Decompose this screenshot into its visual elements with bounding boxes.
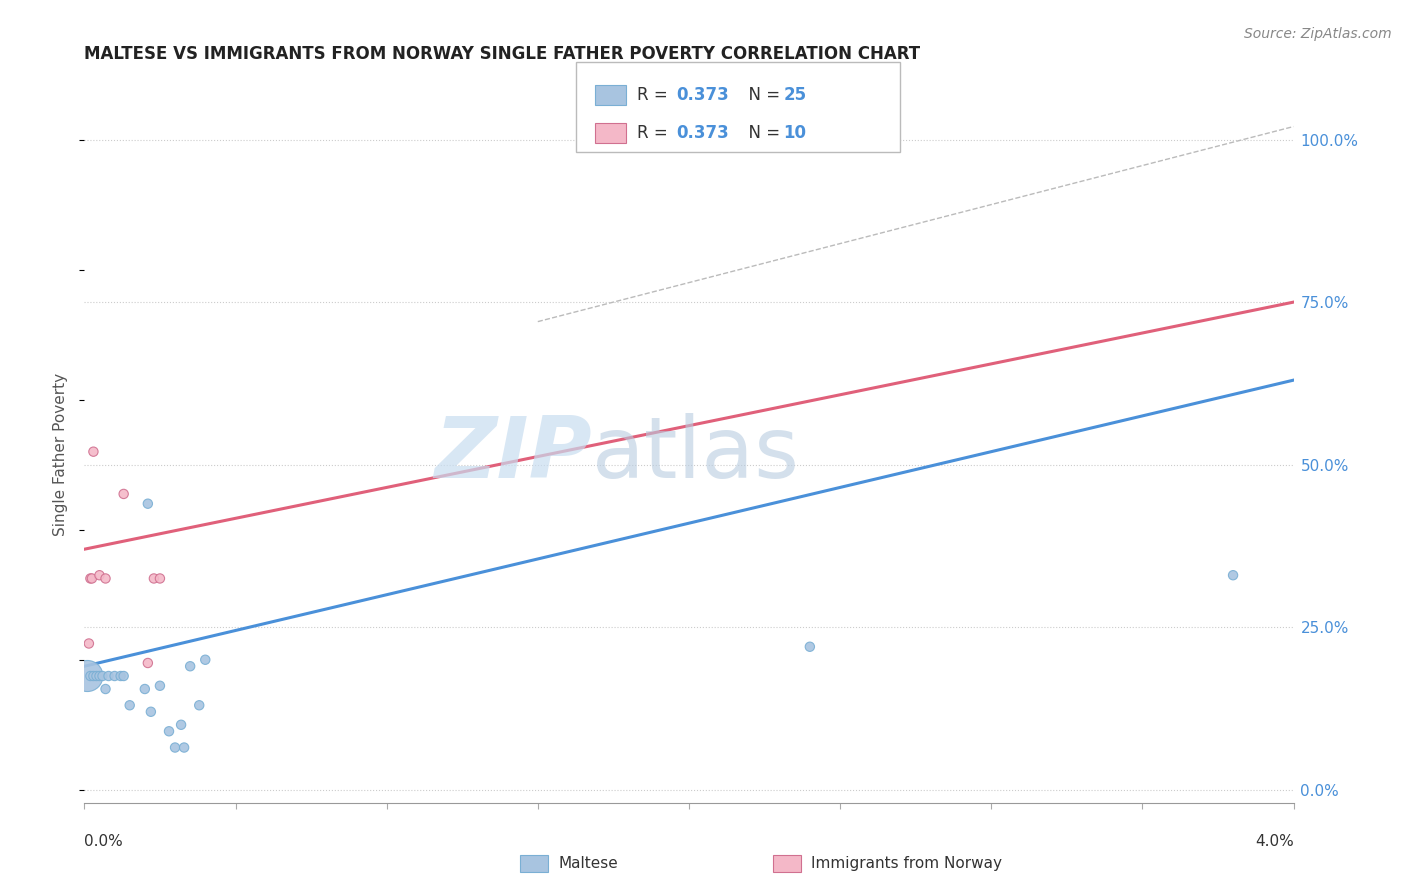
Text: Immigrants from Norway: Immigrants from Norway: [811, 856, 1002, 871]
Text: N =: N =: [738, 124, 786, 142]
Text: 10: 10: [783, 124, 806, 142]
Point: [134, 681, 156, 696]
Y-axis label: Single Father Poverty: Single Father Poverty: [53, 374, 69, 536]
Text: R =: R =: [637, 86, 673, 104]
Point: [89, 669, 111, 683]
Text: MALTESE VS IMMIGRANTS FROM NORWAY SINGLE FATHER POVERTY CORRELATION CHART: MALTESE VS IMMIGRANTS FROM NORWAY SINGLE…: [84, 45, 921, 62]
Text: 4.0%: 4.0%: [1254, 834, 1294, 849]
Point: [79, 572, 101, 586]
Point: [112, 669, 135, 683]
Text: 0.373: 0.373: [676, 86, 730, 104]
Point: [91, 669, 114, 683]
Point: [194, 653, 217, 667]
Point: [104, 669, 127, 683]
Point: [149, 679, 172, 693]
Text: R =: R =: [637, 124, 673, 142]
Point: [136, 656, 159, 670]
Text: atlas: atlas: [592, 413, 800, 497]
Point: [77, 636, 100, 650]
Point: [112, 487, 135, 501]
Point: [110, 669, 132, 683]
Point: [165, 740, 187, 755]
Point: [170, 718, 193, 732]
Point: [136, 497, 159, 511]
Point: [80, 572, 103, 586]
Point: [173, 740, 195, 755]
Point: [97, 669, 120, 683]
Text: 0.0%: 0.0%: [84, 834, 124, 849]
Point: [149, 572, 172, 586]
Text: N =: N =: [738, 86, 786, 104]
Text: ZIP: ZIP: [434, 413, 592, 497]
Point: [139, 705, 162, 719]
Point: [157, 724, 180, 739]
Text: 0.373: 0.373: [676, 124, 730, 142]
Point: [82, 669, 104, 683]
Point: [1222, 568, 1244, 582]
Point: [118, 698, 141, 713]
Text: 25: 25: [783, 86, 806, 104]
Point: [79, 669, 101, 683]
Point: [94, 572, 117, 586]
Point: [86, 669, 108, 683]
Point: [188, 698, 211, 713]
Text: Source: ZipAtlas.com: Source: ZipAtlas.com: [1244, 27, 1392, 41]
Point: [82, 444, 104, 458]
Point: [94, 681, 117, 696]
Point: [799, 640, 821, 654]
Point: [179, 659, 201, 673]
Text: Maltese: Maltese: [558, 856, 617, 871]
Point: [142, 572, 165, 586]
Point: [76, 669, 98, 683]
Point: [89, 568, 111, 582]
